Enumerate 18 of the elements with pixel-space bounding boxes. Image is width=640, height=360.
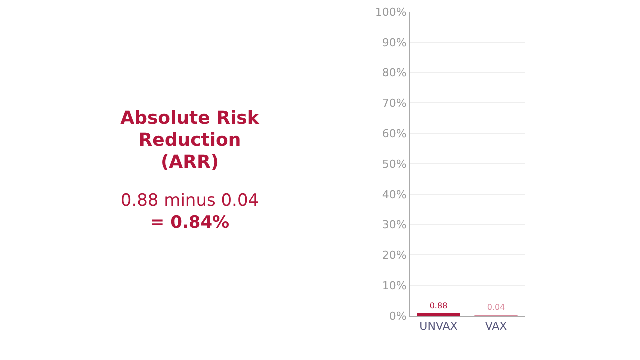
y-tick-label: 20% xyxy=(382,249,407,262)
y-tick-label: 100% xyxy=(375,6,407,19)
y-tick-label: 80% xyxy=(382,66,407,80)
data-label: 0.88 xyxy=(430,301,448,310)
y-tick-label: 10% xyxy=(382,279,407,292)
y-tick-label: 50% xyxy=(382,158,407,171)
text: Absolute Risk Reduction (ARR) xyxy=(120,108,260,174)
y-tick-label: 40% xyxy=(382,188,407,202)
data-label: 0.04 xyxy=(487,303,506,312)
y-tick-label: 0% xyxy=(389,310,407,323)
y-tick-label: 70% xyxy=(382,97,407,110)
y-tick-label: 60% xyxy=(382,127,407,140)
text: 0.88 minus 0.04 xyxy=(120,190,260,212)
y-tick-label: 30% xyxy=(382,218,407,232)
x-tick-label: VAX xyxy=(485,320,508,334)
x-tick-label: UNVAX xyxy=(420,320,458,334)
y-tick-label: 90% xyxy=(382,36,407,50)
text: = 0.84% xyxy=(149,212,231,234)
